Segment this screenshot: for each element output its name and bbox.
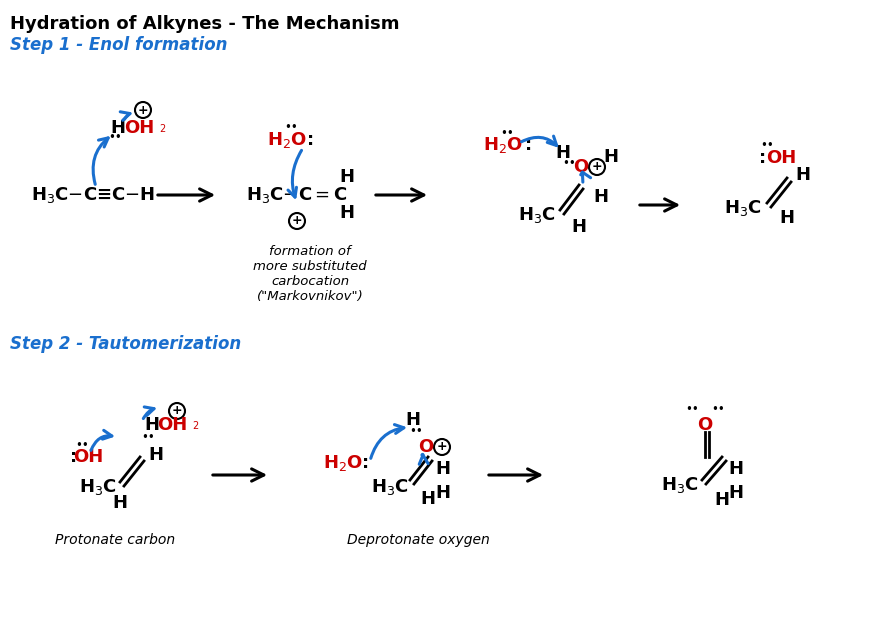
Text: ••: •• (284, 121, 298, 135)
Text: H: H (111, 119, 126, 137)
Text: ••: •• (501, 126, 514, 140)
Text: ••: •• (141, 430, 155, 444)
Text: formation of
more substituted
carbocation
("Markovnikov"): formation of more substituted carbocatio… (253, 245, 367, 303)
Text: ••: •• (760, 138, 773, 152)
Text: H: H (571, 218, 587, 236)
Text: +: + (437, 441, 447, 454)
Text: H: H (603, 148, 618, 166)
Text: H: H (728, 460, 744, 478)
Text: Step 1 - Enol formation: Step 1 - Enol formation (10, 36, 228, 54)
Text: OH: OH (73, 448, 103, 466)
Text: H$_3$C: H$_3$C (79, 477, 117, 497)
Text: H$_2$O: H$_2$O (323, 453, 363, 473)
Text: H$_2$O: H$_2$O (267, 130, 307, 150)
Text: H: H (405, 411, 420, 429)
Text: +: + (138, 104, 148, 116)
Text: ••: •• (685, 403, 698, 416)
Text: H$_3$C: H$_3$C (371, 477, 409, 497)
Text: OH: OH (157, 416, 187, 434)
Text: :: : (363, 454, 370, 472)
Text: :: : (308, 131, 315, 149)
Text: H: H (594, 188, 609, 206)
Text: +: + (592, 161, 603, 174)
Text: O: O (419, 438, 433, 456)
Text: ••: •• (409, 425, 423, 439)
Text: H: H (420, 490, 435, 508)
Text: H: H (555, 144, 570, 162)
Text: Step 2 - Tautomerization: Step 2 - Tautomerization (10, 335, 242, 353)
Text: H: H (435, 460, 451, 478)
Text: :: : (71, 448, 78, 466)
Text: H$_3$C: H$_3$C (518, 205, 556, 225)
Text: $_2$: $_2$ (192, 418, 200, 432)
Text: H: H (112, 494, 127, 512)
Text: :: : (760, 149, 766, 167)
Text: ••: •• (712, 403, 725, 416)
Text: OH: OH (124, 119, 154, 137)
Text: $_2$: $_2$ (159, 121, 167, 135)
Text: Protonate carbon: Protonate carbon (55, 533, 175, 547)
Text: H$_3$C$-$C$=$C: H$_3$C$-$C$=$C (246, 185, 348, 205)
Text: +: + (172, 404, 182, 418)
Text: O: O (574, 158, 589, 176)
Text: Deprotonate oxygen: Deprotonate oxygen (347, 533, 489, 547)
Text: H$_3$C: H$_3$C (661, 475, 699, 495)
Text: Hydration of Alkynes - The Mechanism: Hydration of Alkynes - The Mechanism (10, 15, 399, 33)
Text: H: H (339, 204, 355, 222)
Text: H: H (435, 484, 451, 502)
Text: ••: •• (108, 131, 122, 145)
Text: H: H (780, 209, 794, 227)
Text: ••: •• (562, 157, 576, 169)
Text: H: H (145, 416, 160, 434)
Text: :: : (526, 136, 533, 154)
Text: H$_3$C: H$_3$C (724, 198, 762, 218)
Text: H: H (714, 491, 730, 509)
Text: H$_2$O: H$_2$O (483, 135, 523, 155)
Text: H: H (728, 484, 744, 502)
Text: H: H (795, 166, 810, 184)
Text: +: + (292, 214, 303, 228)
Text: O: O (698, 416, 712, 434)
Text: OH: OH (766, 149, 796, 167)
Text: ••: •• (75, 439, 89, 451)
Text: H$_3$C$-$C≡C$-$H: H$_3$C$-$C≡C$-$H (31, 185, 155, 205)
Text: H: H (148, 446, 164, 464)
Text: H: H (339, 168, 355, 186)
